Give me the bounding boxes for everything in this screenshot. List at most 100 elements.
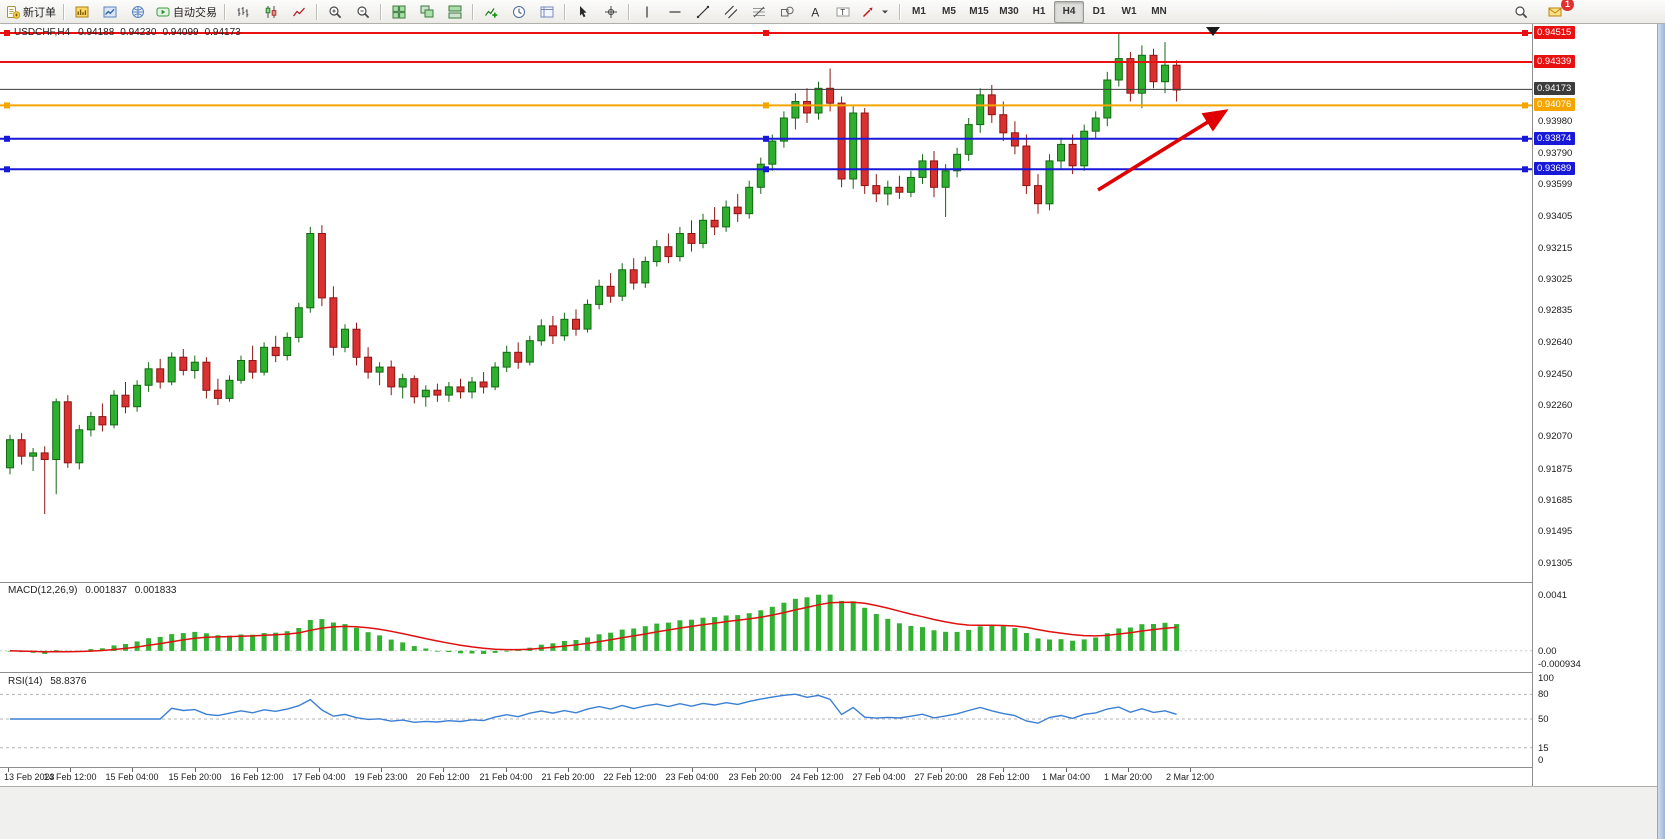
time-tick <box>1003 768 1004 772</box>
bar-high-value: 0.94230 <box>120 27 157 38</box>
price-chart-canvas[interactable] <box>0 24 1532 582</box>
label-button[interactable]: T <box>829 1 857 23</box>
rsi-panel-canvas[interactable] <box>0 673 1532 767</box>
time-label: 24 Feb 12:00 <box>790 772 844 782</box>
symbol-info: USDCHF,H4 0.94188 0.94230 0.94099 0.9417… <box>14 27 241 38</box>
time-label: 1 Mar 04:00 <box>1041 772 1091 782</box>
macd-axis-tick: 0.00 <box>1538 646 1557 657</box>
time-label: 15 Feb 04:00 <box>105 772 159 782</box>
navigator-icon <box>132 5 144 18</box>
timeframe-h4-button[interactable]: H4 <box>1054 0 1084 23</box>
time-label: 2 Mar 12:00 <box>1165 772 1215 782</box>
tile-windows-icon <box>392 5 406 18</box>
macd-axis-tick: 0.0041 <box>1538 590 1568 601</box>
fibonacci-button[interactable] <box>745 1 773 23</box>
price-tag[interactable]: 0.94076 <box>1534 98 1576 111</box>
horizontal-line-button[interactable] <box>661 1 689 23</box>
price-tag[interactable]: 0.93689 <box>1534 162 1576 175</box>
time-tick <box>506 768 507 772</box>
search-icon <box>1515 5 1528 18</box>
line-chart-mode-button[interactable] <box>285 1 313 23</box>
time-tick <box>443 768 444 772</box>
price-tag[interactable]: 0.93874 <box>1534 132 1576 145</box>
navigator-button[interactable] <box>124 1 152 23</box>
text-button[interactable]: A <box>801 1 829 23</box>
crosshair-button[interactable] <box>597 1 625 23</box>
symbol-timeframe-label: USDCHF,H4 <box>14 27 71 38</box>
timeframe-m1-button[interactable]: M1 <box>912 6 926 17</box>
price-tick: 0.93980 <box>1538 116 1573 127</box>
arrange-windows-button[interactable] <box>441 1 469 23</box>
zoom-in-button[interactable] <box>321 1 349 23</box>
time-label: 22 Feb 12:00 <box>603 772 657 782</box>
price-tick: 0.92450 <box>1538 369 1573 380</box>
price-tick: 0.91685 <box>1538 495 1573 506</box>
time-tick <box>1190 768 1191 772</box>
vertical-line-button[interactable] <box>633 1 661 23</box>
rsi-axis-tick: 15 <box>1538 743 1549 754</box>
fibo-icon <box>753 6 765 17</box>
time-tick <box>70 768 71 772</box>
new-order-icon <box>7 5 20 19</box>
periods-button[interactable] <box>505 1 533 23</box>
time-label: 1 Mar 20:00 <box>1103 772 1153 782</box>
time-label: 21 Feb 04:00 <box>479 772 533 782</box>
channel-button[interactable] <box>717 1 745 23</box>
panel-separator[interactable] <box>0 672 1665 673</box>
time-tick <box>692 768 693 772</box>
timeframe-w1-button[interactable]: W1 <box>1121 6 1137 17</box>
rsi-axis-tick: 100 <box>1538 673 1554 684</box>
price-tick: 0.91305 <box>1538 558 1573 569</box>
price-tag[interactable]: 0.94173 <box>1534 82 1576 95</box>
time-tick <box>630 768 631 772</box>
new-order-button[interactable]: 新订单 <box>2 1 60 23</box>
zoom-out-button[interactable] <box>349 1 377 23</box>
candlestick-mode-button[interactable] <box>257 1 285 23</box>
indicators-button[interactable] <box>477 1 505 23</box>
bar-chart-mode-button[interactable] <box>229 1 257 23</box>
time-label: 20 Feb 12:00 <box>416 772 470 782</box>
channel-icon <box>724 5 738 18</box>
tile-windows-button[interactable] <box>385 1 413 23</box>
time-label: 14 Feb 12:00 <box>43 772 97 782</box>
toolbar-separator <box>628 3 630 20</box>
line-chart-icon <box>292 7 305 16</box>
arrange-icon <box>448 5 462 18</box>
timeframe-d1-button[interactable]: D1 <box>1092 6 1106 17</box>
price-axis[interactable]: 0.93980 0.93790 0.93599 0.93405 0.93215 0.930… <box>1532 24 1657 786</box>
rsi-axis-tick: 80 <box>1538 689 1549 700</box>
timeframe-m30-button[interactable]: M30 <box>999 6 1019 17</box>
search-button[interactable] <box>1507 1 1535 23</box>
panel-separator[interactable] <box>0 767 1665 768</box>
timeframe-h1-button[interactable]: H1 <box>1032 6 1046 17</box>
panel-separator[interactable] <box>0 582 1665 583</box>
price-tag[interactable]: 0.94339 <box>1534 55 1576 68</box>
time-label: 27 Feb 04:00 <box>852 772 906 782</box>
charts-button[interactable] <box>68 1 96 23</box>
arrows-button[interactable] <box>857 1 896 23</box>
market-watch-button[interactable] <box>96 1 124 23</box>
time-axis[interactable]: 13 Feb 2023 14 Feb 12:00 15 Feb 04:00 15 Fe… <box>0 768 1532 786</box>
time-label: 19 Feb 23:00 <box>354 772 408 782</box>
macd-name: MACD(12,26,9) <box>8 585 78 596</box>
shapes-button[interactable] <box>773 1 801 23</box>
time-tick <box>195 768 196 772</box>
templates-button[interactable] <box>533 1 561 23</box>
charts-icon <box>75 6 89 17</box>
macd-axis-tick: -0.000934 <box>1538 659 1581 670</box>
time-tick <box>941 768 942 772</box>
notifications-button[interactable]: 1 <box>1541 0 1574 23</box>
trendline-button[interactable] <box>689 1 717 23</box>
timeframe-m5-button[interactable]: M5 <box>942 6 956 17</box>
timeframe-mn-button[interactable]: MN <box>1151 6 1167 17</box>
price-tag[interactable]: 0.94515 <box>1534 26 1576 39</box>
timeframe-m15-button[interactable]: M15 <box>969 6 989 17</box>
macd-panel-canvas[interactable] <box>0 583 1532 672</box>
cascade-windows-button[interactable] <box>413 1 441 23</box>
time-tick <box>319 768 320 772</box>
cursor-button[interactable] <box>569 1 597 23</box>
templates-icon <box>540 6 554 17</box>
auto-trading-button[interactable]: 自动交易 <box>152 1 221 23</box>
time-label: 21 Feb 20:00 <box>541 772 595 782</box>
